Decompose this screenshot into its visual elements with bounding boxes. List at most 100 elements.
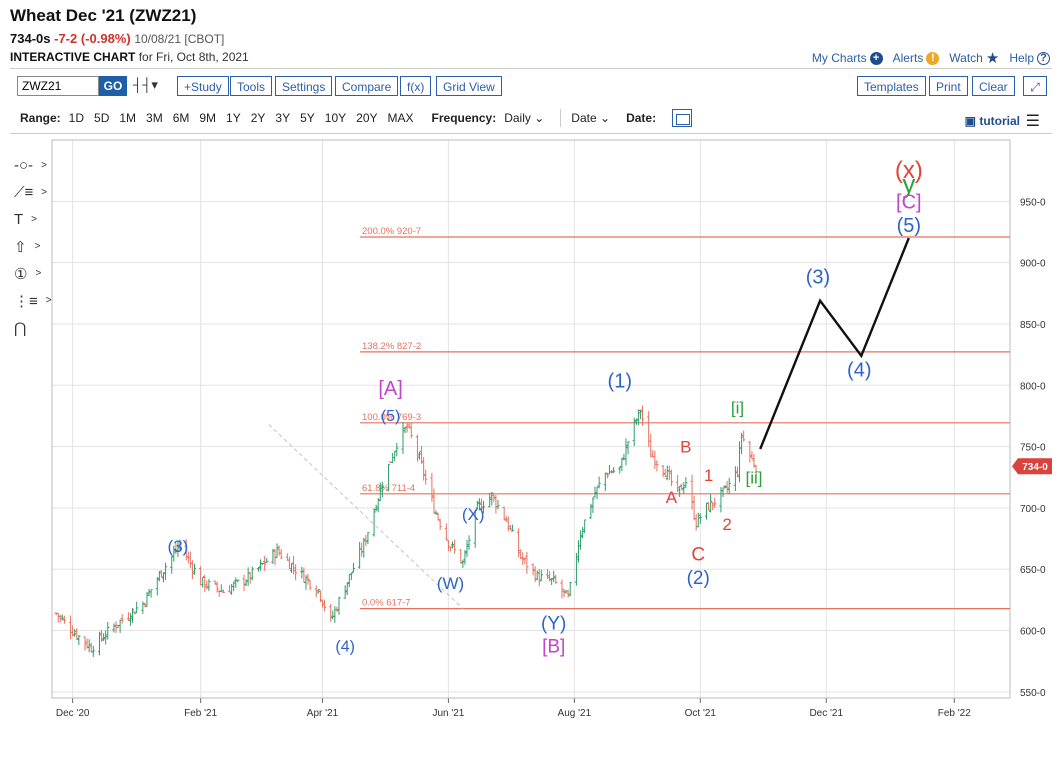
fib-level-label: 0.0% 617-7 [362,598,411,609]
range-1d[interactable]: 1D [68,111,85,125]
alerts-link[interactable]: Alerts! [893,51,940,65]
chevron-down-icon: ⌄ [600,111,611,125]
print-button[interactable]: Print [929,76,968,96]
crosshair-tool[interactable]: -○- > [14,152,50,179]
chevron-right-icon: > [34,241,41,252]
y-tick-label: 800-0 [1020,381,1046,392]
wave-label: [A] [378,378,402,400]
number-tool[interactable]: ① > [14,260,50,287]
range-label: Range: [20,111,61,125]
go-button[interactable]: GO [99,76,127,96]
range-6m[interactable]: 6M [172,111,190,125]
price-change: -7-2 (-0.98%) [54,31,131,46]
wave-label: (4) [335,638,355,655]
fibonacci-tool[interactable]: ⋮≡ > [14,287,52,314]
candles [54,405,758,657]
clear-button[interactable]: Clear [972,76,1015,96]
grid-view-button[interactable]: Grid View [436,76,502,96]
chart-type-icon[interactable]: ┤┤▾ [133,77,158,92]
y-tick-label: 950-0 [1020,197,1046,208]
y-tick-label: 700-0 [1020,504,1046,515]
date-label: Date: [626,111,657,125]
help-icon: ? [1037,51,1050,65]
wave-label: C [691,545,705,566]
chevron-right-icon: > [41,160,47,171]
number-circle-icon: ① [14,265,28,283]
range-3y[interactable]: 3Y [275,111,291,125]
range-3m[interactable]: 3M [146,111,163,125]
y-tick-label: 600-0 [1020,627,1046,638]
help-link[interactable]: Help? [1009,51,1050,65]
alerts-label: Alerts [892,51,924,65]
y-tick-label: 850-0 [1020,320,1046,331]
wave-label: (5) [381,408,401,425]
frequency-select[interactable]: Daily ⌄ [504,111,544,125]
last-price-label: 734-0 [1022,462,1048,473]
fib-level-label: 100.0% 769-3 [362,412,421,423]
frequency-label: Frequency: [431,111,497,125]
dashed-trendline [268,424,464,609]
wave-label: (4) [847,360,871,382]
my-charts-label: My Charts [811,51,867,65]
x-tick-label: Feb '22 [938,708,971,719]
page-title: Wheat Dec '21 (ZWZ21) [10,6,197,25]
range-9m[interactable]: 9M [199,111,217,125]
range-5y[interactable]: 5Y [300,111,315,125]
wave-label: (5) [897,215,921,237]
date-mode-select[interactable]: Date ⌄ [571,111,610,125]
x-tick-label: Apr '21 [307,708,339,719]
wave-label: (Y) [541,613,566,634]
trendline-tool[interactable]: ⟋≡ > [14,179,50,206]
x-tick-label: Jun '21 [432,708,464,719]
settings-button[interactable]: Settings [275,76,333,96]
wave-label: [B] [542,637,565,658]
chart-subtitle: INTERACTIVE CHART for Fri, Oct 8th, 2021 [10,50,249,64]
wave-label: (W) [437,574,464,593]
range-2y[interactable]: 2Y [250,111,266,125]
compare-button[interactable]: Compare [335,76,399,96]
wave-label: A [666,488,678,507]
text-icon: T [14,211,24,228]
range-1y[interactable]: 1Y [226,111,241,125]
symbol-input[interactable] [17,76,99,96]
wave-label: 2 [722,515,731,534]
watch-label: Watch [949,51,983,65]
wave-label: (3) [168,537,189,556]
range-1m[interactable]: 1M [119,111,137,125]
divider [10,133,1052,134]
chevron-right-icon: > [45,295,52,306]
plot-frame [51,139,1011,699]
chevron-right-icon: > [35,268,42,279]
divider [10,68,1052,69]
text-tool[interactable]: T > [14,206,50,233]
menu-icon[interactable]: ☰ [1025,113,1040,130]
y-tick-label: 750-0 [1020,443,1046,454]
wave-label: 1 [704,466,713,485]
x-tick-label: Dec '21 [809,708,843,719]
tools-button[interactable]: Tools [230,76,273,96]
watch-link[interactable]: Watch ★ [949,49,999,67]
wave-label: (2) [687,568,710,589]
tutorial-link[interactable]: ▣ tutorial [965,114,1020,128]
y-tick-label: 900-0 [1020,259,1046,270]
wave-projection-line [759,237,910,450]
magnet-tool[interactable]: ⋂ [14,314,50,341]
templates-button[interactable]: Templates [857,76,926,96]
plus-circle-icon: + [869,51,883,65]
range-10y[interactable]: 10Y [324,111,347,125]
my-charts-link[interactable]: My Charts + [812,51,883,65]
range-max[interactable]: MAX [387,111,414,125]
expand-icon[interactable]: ⤢ [1023,76,1047,96]
chart-toolbar: GO ┤┤▾ +Study Tools Settings Compare f(x… [17,76,1050,98]
calendar-icon[interactable] [672,109,693,127]
top-links: My Charts + Alerts! Watch ★ Help? [812,49,1050,67]
fx-button[interactable]: f(x) [400,76,432,96]
star-icon: ★ [985,50,1000,67]
subtitle-date: for Fri, Oct 8th, 2021 [138,50,249,64]
video-icon: ▣ [964,114,976,128]
study-button[interactable]: +Study [177,76,229,96]
range-5d[interactable]: 5D [94,111,110,125]
arrow-tool[interactable]: ⇧ > [14,233,50,260]
range-20y[interactable]: 20Y [356,111,378,125]
